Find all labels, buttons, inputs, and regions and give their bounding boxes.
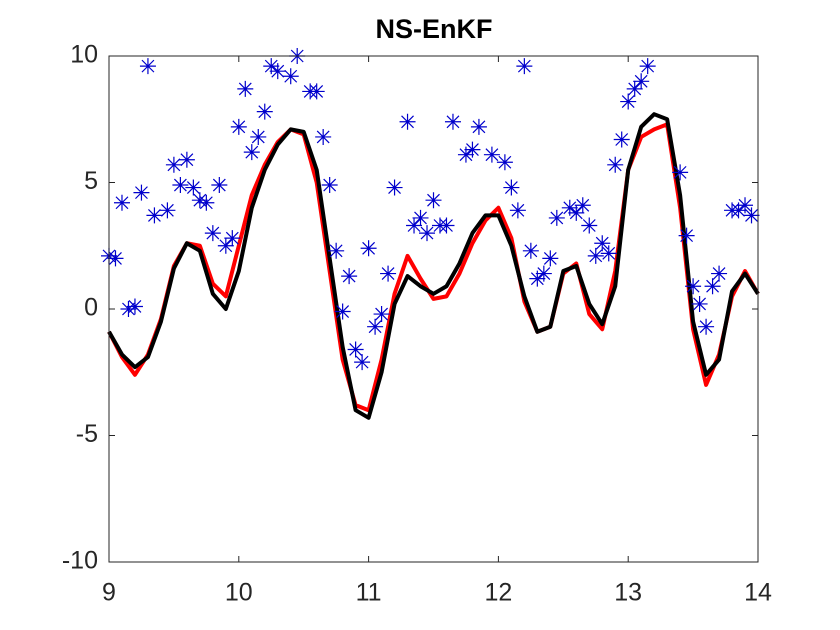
star-marker — [529, 270, 546, 287]
star-marker — [561, 199, 578, 216]
y-tick-label: -10 — [62, 547, 98, 575]
star-marker — [120, 301, 137, 317]
star-marker — [321, 177, 338, 194]
star-marker — [126, 298, 143, 315]
star-marker — [587, 247, 604, 264]
star-marker — [581, 217, 598, 234]
star-marker — [704, 278, 721, 295]
star-marker — [613, 131, 630, 148]
star-marker — [516, 58, 533, 75]
series-line — [107, 122, 760, 413]
star-marker — [620, 93, 637, 110]
star-marker — [113, 194, 130, 211]
star-marker — [282, 68, 299, 85]
star-marker — [522, 242, 539, 259]
star-marker — [308, 83, 325, 100]
star-marker — [419, 225, 436, 242]
star-marker — [496, 154, 513, 171]
star-marker — [269, 63, 286, 80]
y-tick-label: 5 — [84, 167, 98, 195]
star-marker — [139, 58, 156, 75]
star-marker — [444, 113, 461, 130]
star-marker — [399, 113, 416, 130]
star-marker — [341, 268, 358, 285]
star-marker — [685, 278, 702, 295]
star-marker — [457, 146, 474, 163]
star-marker — [509, 202, 526, 219]
star-marker — [535, 265, 552, 282]
star-marker — [600, 245, 617, 262]
star-marker — [691, 295, 708, 312]
star-marker — [159, 202, 176, 219]
x-tick-label: 9 — [102, 579, 116, 607]
star-marker — [380, 265, 397, 282]
star-marker — [354, 354, 371, 371]
star-marker — [743, 207, 760, 224]
star-marker — [737, 197, 754, 214]
star-marker — [730, 202, 747, 219]
y-tick-label: 0 — [84, 294, 98, 322]
x-tick-label: 12 — [484, 579, 512, 607]
star-marker — [211, 177, 228, 194]
star-marker — [464, 141, 481, 158]
x-tick-label: 13 — [614, 579, 642, 607]
star-marker — [438, 217, 455, 234]
x-tick-label: 14 — [744, 579, 772, 607]
series-line — [107, 112, 760, 420]
star-marker — [185, 179, 202, 196]
star-marker — [425, 192, 442, 209]
star-marker — [217, 237, 234, 254]
star-marker — [626, 80, 643, 97]
star-marker — [698, 318, 715, 335]
star-marker — [243, 144, 260, 161]
star-marker — [256, 103, 273, 120]
x-tick-label: 11 — [356, 579, 382, 607]
star-marker — [470, 118, 487, 135]
star-marker — [204, 225, 221, 242]
star-marker — [315, 128, 332, 145]
star-marker — [165, 156, 182, 173]
star-marker — [672, 164, 689, 181]
star-marker — [568, 204, 585, 221]
star-marker — [146, 207, 163, 224]
star-marker — [237, 80, 254, 97]
star-marker — [334, 303, 351, 320]
star-marker — [574, 197, 591, 214]
star-marker — [133, 184, 150, 201]
star-marker — [503, 179, 520, 196]
star-marker — [230, 118, 247, 135]
star-marker — [328, 242, 345, 259]
y-tick-label: 10 — [70, 41, 98, 69]
x-tick-label: 10 — [225, 579, 253, 607]
star-marker — [711, 265, 728, 282]
y-tick-label: -5 — [76, 420, 98, 448]
star-marker — [607, 156, 624, 173]
star-marker — [224, 230, 241, 247]
star-marker — [483, 146, 500, 163]
star-marker — [594, 235, 611, 252]
star-marker — [107, 250, 124, 267]
star-marker — [172, 177, 189, 194]
chart-title: NS-EnKF — [376, 14, 493, 44]
star-marker — [347, 341, 364, 358]
star-marker — [373, 306, 390, 323]
star-marker — [386, 179, 403, 196]
star-marker — [542, 250, 559, 267]
star-marker — [406, 217, 423, 234]
star-marker — [191, 192, 208, 209]
star-marker — [633, 73, 650, 90]
star-marker — [178, 151, 195, 168]
star-marker — [198, 194, 215, 211]
star-marker — [250, 128, 267, 145]
star-marker — [678, 227, 695, 244]
star-marker — [360, 240, 377, 257]
star-marker — [412, 209, 429, 226]
star-marker — [548, 209, 565, 226]
star-marker — [263, 58, 280, 75]
star-marker — [639, 58, 656, 75]
star-marker — [367, 318, 384, 335]
